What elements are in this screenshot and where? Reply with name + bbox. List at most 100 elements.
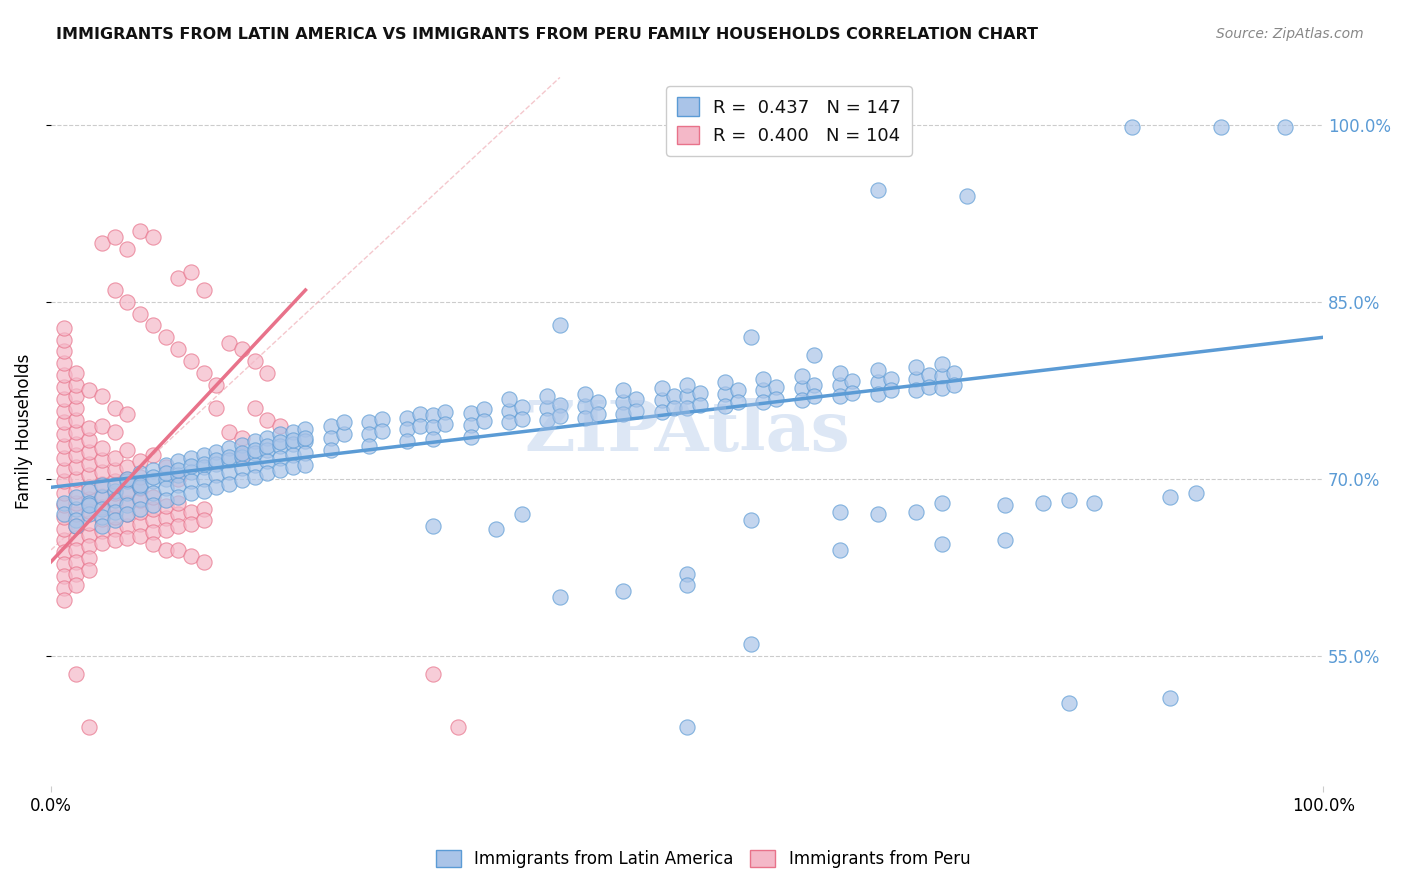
Point (52, 439, 75, 453)
Point (460, 429, 482, 443)
Point (91, 476, 114, 491)
Point (167, 342, 190, 356)
Point (65, 413, 87, 427)
Point (359, 427, 381, 442)
Point (231, 450, 253, 464)
Point (332, 415, 354, 429)
Point (676, 720, 699, 734)
Point (548, 398, 571, 412)
Point (218, 476, 240, 491)
Point (91, 489, 114, 503)
Point (918, 368, 941, 383)
Point (77, 496, 100, 510)
Point (740, 330, 762, 344)
Point (65, 578, 87, 592)
Point (77, 540, 100, 554)
Point (142, 230, 165, 244)
Point (52, 569, 75, 583)
Point (117, 483, 139, 498)
Point (879, 371, 901, 385)
Point (905, 505, 928, 519)
Point (77, 720, 100, 734)
Point (77, 483, 100, 498)
Point (65, 401, 87, 416)
Point (1057, 697, 1080, 711)
Point (52, 496, 75, 510)
Point (472, 402, 495, 417)
Point (281, 449, 304, 463)
Point (142, 537, 165, 551)
Point (624, 392, 647, 406)
Point (52, 475, 75, 489)
Point (866, 363, 889, 377)
Point (319, 442, 342, 457)
Point (434, 405, 457, 419)
Point (472, 414, 495, 428)
Point (129, 224, 152, 238)
Point (142, 490, 165, 504)
Point (371, 424, 394, 438)
Point (243, 354, 266, 368)
Point (205, 480, 228, 494)
Point (803, 348, 825, 362)
Point (765, 380, 787, 394)
Point (651, 392, 673, 407)
Point (77, 445, 100, 459)
Point (434, 417, 457, 431)
Point (52, 533, 75, 548)
Point (281, 425, 304, 439)
Point (91, 509, 114, 524)
Point (396, 422, 419, 436)
Point (294, 422, 316, 436)
Point (52, 509, 75, 524)
Point (91, 389, 114, 403)
Point (612, 384, 634, 398)
Point (689, 398, 711, 412)
Point (65, 501, 87, 516)
Point (574, 410, 596, 425)
Point (65, 460, 87, 475)
Point (548, 409, 571, 424)
Point (104, 483, 127, 498)
Point (866, 375, 889, 389)
Point (167, 519, 190, 533)
Point (510, 508, 533, 522)
Point (193, 460, 215, 475)
Point (828, 366, 851, 380)
Point (256, 442, 278, 457)
Point (218, 336, 240, 351)
Point (77, 516, 100, 530)
Point (167, 542, 190, 557)
Point (142, 498, 165, 512)
Point (905, 384, 928, 398)
Point (91, 418, 114, 433)
Point (548, 318, 571, 333)
Point (142, 525, 165, 540)
Point (142, 469, 165, 483)
Point (422, 420, 444, 434)
Point (104, 505, 127, 519)
Point (803, 377, 825, 392)
Point (1185, 486, 1208, 500)
Point (104, 486, 127, 500)
Point (104, 450, 127, 465)
Point (269, 439, 291, 453)
Point (319, 431, 342, 445)
Point (155, 472, 177, 486)
Point (91, 500, 114, 515)
Point (828, 377, 851, 392)
Point (117, 508, 139, 522)
Point (91, 512, 114, 526)
Point (77, 480, 100, 494)
Point (180, 265, 202, 279)
Point (231, 438, 253, 452)
Point (52, 522, 75, 536)
Point (714, 399, 737, 413)
Point (155, 511, 177, 525)
Point (866, 508, 889, 522)
Point (91, 519, 114, 533)
Point (218, 425, 240, 439)
Point (447, 720, 470, 734)
Point (180, 450, 202, 465)
Point (193, 555, 215, 569)
